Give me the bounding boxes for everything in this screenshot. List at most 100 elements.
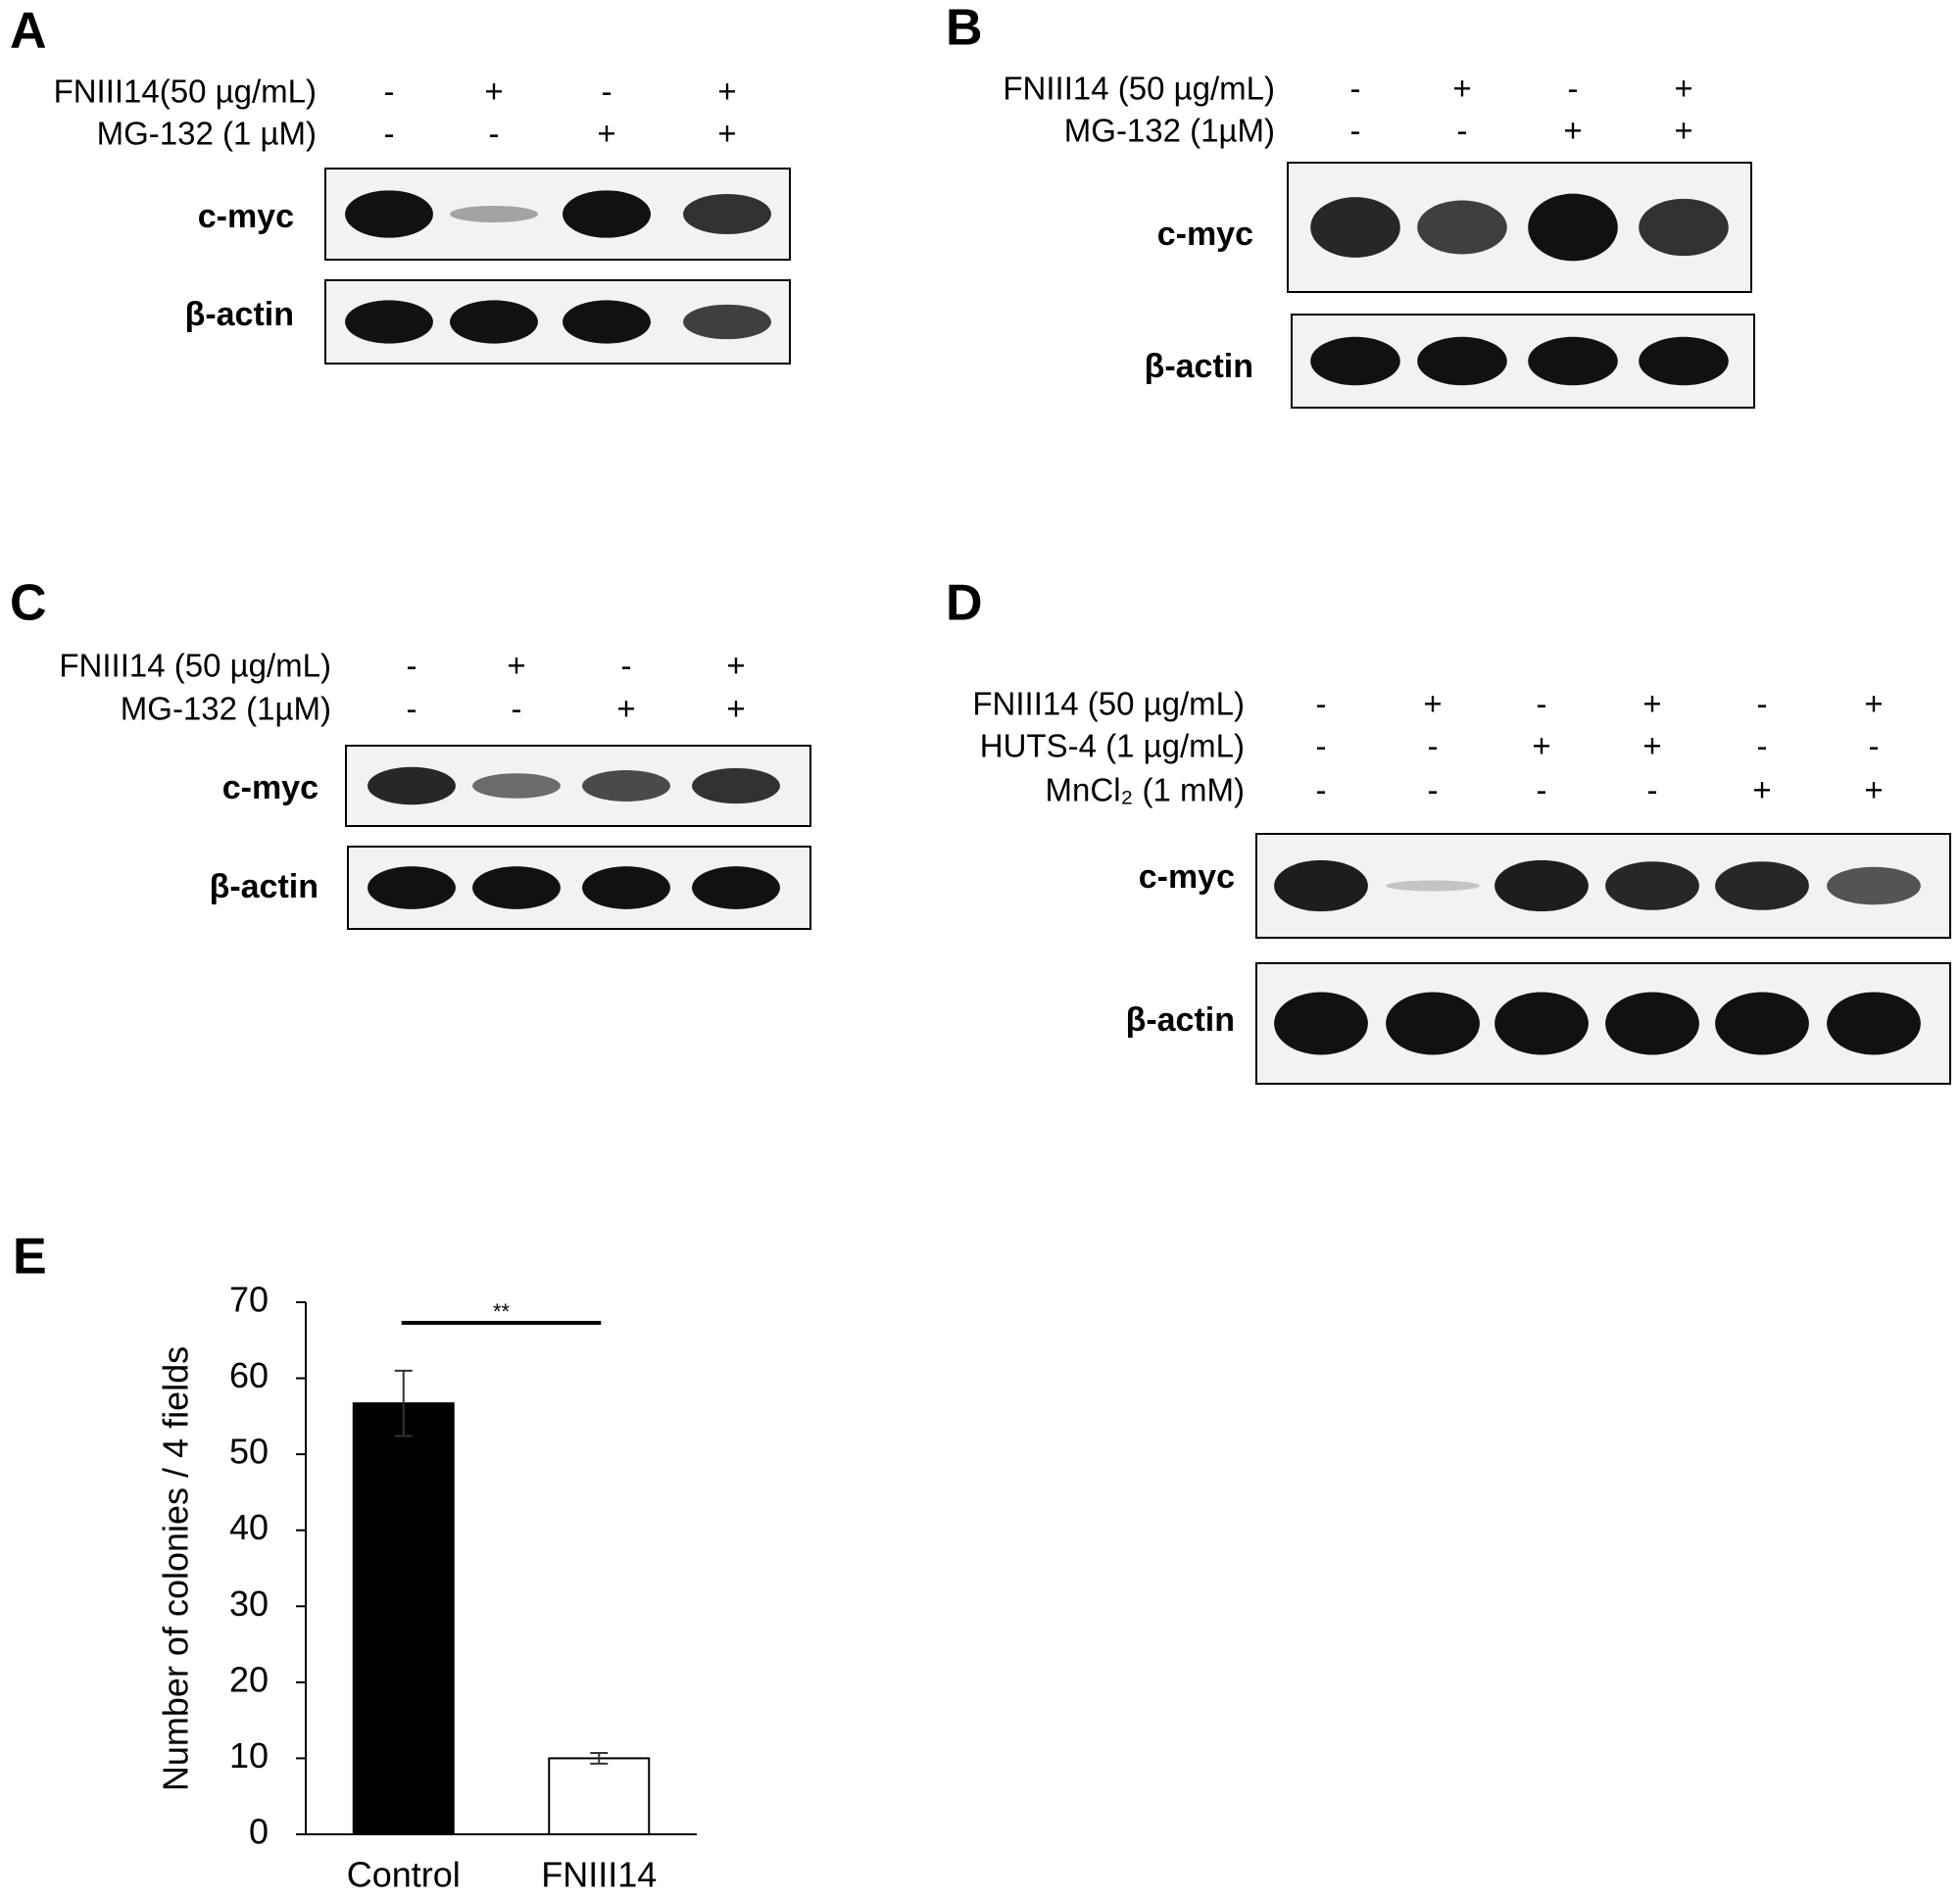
treatment-label: FNIII14(50 µg/mL) <box>54 73 317 110</box>
blot-band <box>472 773 561 799</box>
blot-band <box>563 190 651 238</box>
lane-sign: + <box>1864 772 1883 808</box>
blot-band <box>1494 992 1589 1055</box>
blot-band <box>345 300 433 344</box>
y-tick-label: 40 <box>229 1507 269 1547</box>
panel-label: E <box>13 1229 47 1286</box>
blot-label: c-myc <box>1139 858 1235 896</box>
lane-sign: - <box>407 691 417 727</box>
lane-sign: - <box>1316 728 1327 764</box>
lane-sign: - <box>1350 71 1361 107</box>
panel-label: D <box>946 575 983 632</box>
lane-sign: - <box>1757 686 1768 722</box>
lane-sign: - <box>602 73 612 110</box>
blot-label: β-actin <box>1126 1001 1235 1039</box>
blot-label: c-myc <box>198 198 294 235</box>
bar <box>352 1402 455 1836</box>
treatment-label: MnCl₂ (1 mM) <box>1046 772 1245 808</box>
blot-band <box>1310 197 1400 258</box>
blot-band <box>582 866 670 909</box>
blot-band <box>1417 336 1507 386</box>
blot-band <box>1528 193 1618 262</box>
panel-label: C <box>10 575 47 632</box>
blot-band <box>1386 880 1480 892</box>
treatment-label: MG-132 (1µM) <box>1064 113 1275 149</box>
panel-label: B <box>946 0 983 57</box>
lane-sign: - <box>384 73 395 110</box>
blot-band <box>1639 336 1729 386</box>
blot-band <box>1386 992 1480 1055</box>
blot-band <box>1715 861 1809 910</box>
blot-band <box>692 866 780 909</box>
blot-band <box>1827 866 1921 905</box>
lane-sign: + <box>726 691 745 727</box>
y-tick-label: 60 <box>229 1355 269 1395</box>
blot-band <box>683 193 771 235</box>
lane-sign: - <box>1457 113 1468 149</box>
lane-sign: - <box>1537 772 1547 808</box>
lane-sign: + <box>1532 728 1550 764</box>
y-tick-label: 70 <box>229 1280 269 1320</box>
treatment-label: FNIII14 (50 µg/mL) <box>1003 71 1275 107</box>
treatment-label: HUTS-4 (1 µg/mL) <box>980 728 1245 764</box>
blot-band <box>450 300 538 344</box>
lane-sign: - <box>1316 686 1327 722</box>
treatment-label: FNIII14 (50 µg/mL) <box>972 686 1245 722</box>
lane-sign: + <box>1642 728 1661 764</box>
lane-sign: - <box>489 116 500 152</box>
blot-band <box>1605 992 1699 1055</box>
treatment-label: FNIII14 (50 µg/mL) <box>59 648 331 684</box>
lane-sign: - <box>1428 772 1439 808</box>
bar <box>548 1757 651 1836</box>
y-tick-label: 50 <box>229 1432 269 1472</box>
x-tick-label: FNIII14 <box>541 1855 657 1895</box>
blot-label: c-myc <box>1157 216 1253 253</box>
blot-band <box>1528 336 1618 386</box>
blot-band <box>450 206 538 222</box>
blot-band <box>368 866 456 909</box>
y-tick-label: 10 <box>229 1735 269 1776</box>
lane-sign: + <box>1674 113 1692 149</box>
blot-band <box>345 190 433 238</box>
x-tick-label: Control <box>347 1855 461 1895</box>
blot-label: β-actin <box>1145 348 1253 385</box>
lane-sign: + <box>1752 772 1771 808</box>
treatment-label: MG-132 (1µM) <box>121 691 331 727</box>
blot-band <box>368 766 456 805</box>
blot-band <box>1417 200 1507 255</box>
blot-band <box>1605 861 1699 910</box>
lane-sign: - <box>512 691 522 727</box>
lane-sign: + <box>616 691 635 727</box>
lane-sign: + <box>1563 113 1582 149</box>
lane-sign: - <box>384 116 395 152</box>
lane-sign: - <box>621 648 632 684</box>
lane-sign: + <box>1674 71 1692 107</box>
y-tick-label: 30 <box>229 1583 269 1624</box>
treatment-label: MG-132 (1 µM) <box>97 116 317 152</box>
lane-sign: - <box>407 648 417 684</box>
y-tick-label: 0 <box>249 1812 269 1852</box>
lane-sign: - <box>1316 772 1327 808</box>
lane-sign: - <box>1647 772 1658 808</box>
lane-sign: - <box>1568 71 1579 107</box>
lane-sign: - <box>1428 728 1439 764</box>
y-tick-label: 20 <box>229 1659 269 1699</box>
lane-sign: + <box>484 73 503 110</box>
lane-sign: + <box>1642 686 1661 722</box>
lane-sign: + <box>717 116 736 152</box>
blot-band <box>692 767 780 804</box>
blot-band <box>563 300 651 344</box>
lane-sign: - <box>1537 686 1547 722</box>
lane-sign: + <box>1452 71 1471 107</box>
blot-band <box>472 866 561 909</box>
blot-band <box>1274 992 1368 1055</box>
significance: ** <box>493 1299 511 1324</box>
lane-sign: + <box>1423 686 1442 722</box>
blot-band <box>582 770 670 802</box>
y-axis-title: Number of colonies / 4 fields <box>156 1346 196 1791</box>
blot-band <box>1639 198 1729 257</box>
blot-band <box>1274 859 1368 912</box>
lane-sign: - <box>1869 728 1880 764</box>
panel-label: A <box>10 3 47 60</box>
